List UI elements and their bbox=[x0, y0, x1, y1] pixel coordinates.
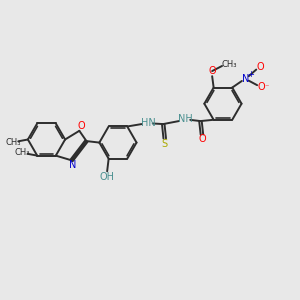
Text: O: O bbox=[77, 121, 85, 131]
Text: NH: NH bbox=[178, 114, 193, 124]
Text: HN: HN bbox=[141, 118, 155, 128]
Text: +: + bbox=[247, 70, 254, 80]
Text: O: O bbox=[257, 82, 265, 92]
Text: O: O bbox=[198, 134, 206, 144]
Text: OH: OH bbox=[100, 172, 115, 182]
Text: CH₃: CH₃ bbox=[14, 148, 30, 157]
Text: N: N bbox=[242, 74, 249, 84]
Text: CH₃: CH₃ bbox=[221, 60, 237, 69]
Text: ⁻: ⁻ bbox=[264, 82, 268, 91]
Text: N: N bbox=[69, 160, 77, 170]
Text: O: O bbox=[208, 66, 216, 76]
Text: CH₃: CH₃ bbox=[5, 138, 21, 147]
Text: O: O bbox=[256, 62, 264, 73]
Text: S: S bbox=[162, 139, 168, 149]
